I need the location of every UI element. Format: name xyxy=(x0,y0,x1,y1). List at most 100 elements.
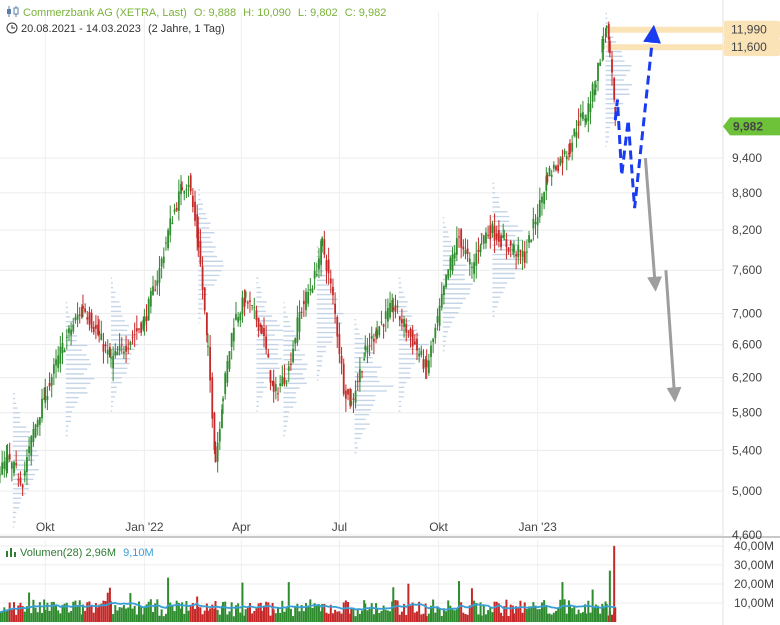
volume-bar xyxy=(169,602,172,622)
candle-body xyxy=(569,143,571,154)
volume-bar xyxy=(149,599,152,622)
volume-bar xyxy=(294,606,297,622)
volume-bar xyxy=(65,602,68,622)
candle-body xyxy=(418,353,421,357)
volume-bar xyxy=(320,611,323,622)
volume-bar xyxy=(309,599,312,622)
candle-body xyxy=(559,158,562,165)
volume-bar xyxy=(81,604,84,622)
candle-body xyxy=(368,345,371,347)
candle-body xyxy=(482,235,485,244)
candle-body xyxy=(364,345,367,351)
price-tick-label: 6,600 xyxy=(732,338,762,352)
candle-body xyxy=(489,225,492,240)
volume-bar xyxy=(241,582,244,622)
candle-body xyxy=(253,307,256,309)
candle-body xyxy=(15,463,18,465)
candle-body xyxy=(86,317,89,320)
candle-body xyxy=(382,324,385,327)
candle-body xyxy=(226,360,229,383)
candle-body xyxy=(338,334,341,354)
candle-body xyxy=(181,187,183,191)
candle-body xyxy=(584,119,586,121)
volume-bar xyxy=(98,604,101,622)
candle-body xyxy=(392,307,395,311)
volume-bar xyxy=(228,611,231,622)
volume-bar xyxy=(530,606,533,622)
volume-bar xyxy=(1,611,4,622)
candle-body xyxy=(550,174,553,177)
volume-bar xyxy=(418,601,421,622)
candle-body xyxy=(162,256,165,264)
candle-body xyxy=(336,317,339,337)
volume-bar xyxy=(585,613,588,622)
candle-body xyxy=(156,280,159,286)
candle-body xyxy=(396,306,399,308)
volume-bar xyxy=(187,610,190,622)
volume-bar xyxy=(78,600,81,622)
volume-bar xyxy=(5,611,8,622)
volume-bar xyxy=(181,602,184,622)
candle-body xyxy=(505,239,508,248)
candle-body xyxy=(611,59,613,73)
volume-bar xyxy=(191,603,194,622)
volume-bar xyxy=(363,600,366,622)
level-label-box xyxy=(724,20,780,39)
volume-bar xyxy=(15,614,18,622)
candle-body xyxy=(479,245,482,253)
volume-bar xyxy=(370,603,373,622)
volume-bar xyxy=(447,600,450,622)
x-axis: Okt Jan '22 Apr Jul Okt Jan '23 xyxy=(36,520,557,534)
candle-body xyxy=(313,270,316,279)
candle-body xyxy=(557,164,560,172)
candle-body xyxy=(292,348,294,363)
y-axis: 4,600 5,000 5,400 5,800 6,200 6,600 7,000 7,600… xyxy=(732,151,762,542)
volume-bar xyxy=(127,607,130,622)
candle-body xyxy=(187,185,190,188)
volume-bar xyxy=(415,611,418,622)
volume-bar xyxy=(106,592,109,622)
candle-body xyxy=(118,345,121,352)
volume-bar xyxy=(507,615,510,622)
candle-body xyxy=(123,351,125,354)
level-label-box xyxy=(724,38,780,57)
volume-bar xyxy=(25,606,28,622)
candle-body xyxy=(398,316,401,320)
candle-body xyxy=(466,248,469,255)
candle-body xyxy=(63,350,66,353)
candle-body xyxy=(530,239,533,243)
volume-bar xyxy=(52,601,55,622)
candle-body xyxy=(106,349,109,355)
candle-body xyxy=(34,424,37,438)
candle-body xyxy=(68,327,70,334)
candle-body xyxy=(298,311,301,332)
volume-bar xyxy=(464,614,467,622)
candle-body xyxy=(613,78,616,100)
resistance-levels: 11,990 11,600 9,982 xyxy=(606,20,780,136)
candle-body xyxy=(74,317,77,321)
candle-body xyxy=(582,112,584,120)
candle-body xyxy=(44,387,47,403)
candle-body xyxy=(3,461,6,469)
volume-bar xyxy=(347,601,350,622)
volume-bar xyxy=(477,614,480,622)
candle-body xyxy=(599,62,602,66)
candle-body xyxy=(407,331,410,333)
last-price-label: 9,982 xyxy=(733,119,763,133)
volume-bar xyxy=(112,614,115,622)
candle-body xyxy=(100,333,103,340)
candle-body xyxy=(536,216,539,226)
volume-bar xyxy=(262,606,265,622)
volume-bar xyxy=(344,600,347,622)
volume-bar xyxy=(608,570,611,622)
volume-bar xyxy=(222,601,225,622)
chart-header: Commerzbank AG (XETRA, Last) O: 9,888 H:… xyxy=(6,6,390,19)
volume-bar xyxy=(321,603,324,622)
candle-body xyxy=(511,249,514,251)
volume-bar xyxy=(396,600,399,622)
volume-bar xyxy=(311,608,314,622)
volume-bar xyxy=(129,593,132,622)
volume-bar xyxy=(57,610,60,622)
volume-bar xyxy=(567,600,570,622)
volume-bar xyxy=(92,612,95,622)
